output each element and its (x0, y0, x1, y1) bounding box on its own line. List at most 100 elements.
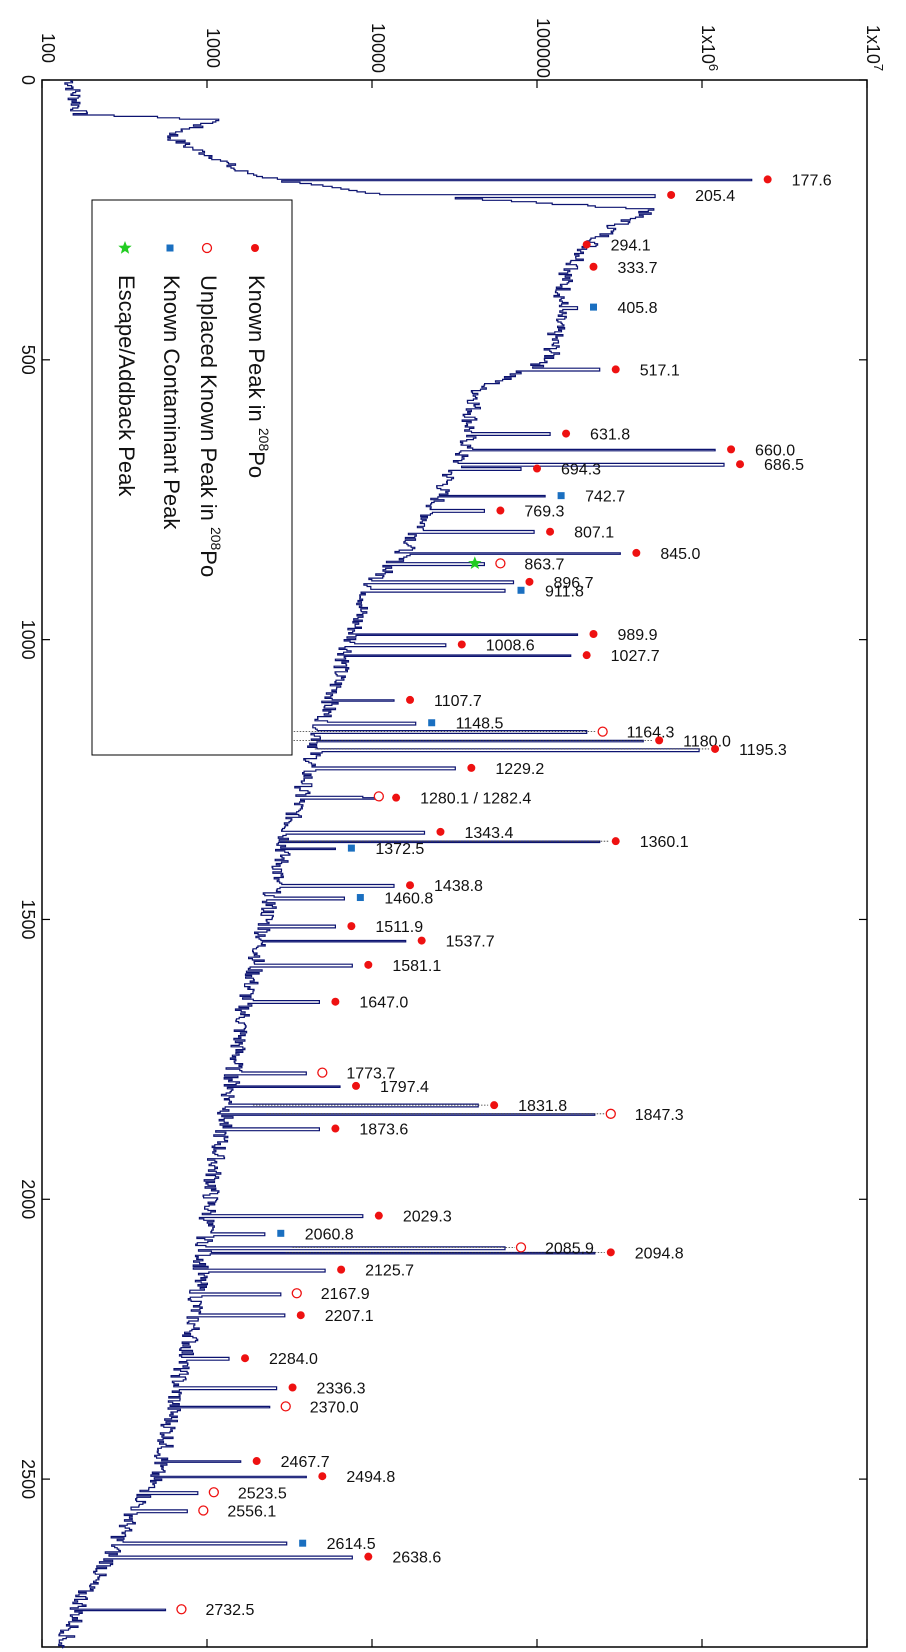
legend-marker-open-circle (201, 242, 213, 254)
peak-label: 2029.3 (403, 1209, 452, 1226)
peak-label: 205.4 (695, 188, 735, 205)
peak-marker-filled-circle (582, 240, 591, 249)
peak-marker-open-circle (291, 1288, 302, 1299)
peak-marker-filled-circle (392, 793, 401, 802)
peak-marker-filled-circle (533, 464, 541, 473)
peak-label: 989.9 (617, 627, 657, 644)
legend-box (91, 199, 293, 756)
legend-marker-star (118, 241, 132, 254)
peak-label: 1372.5 (375, 841, 424, 858)
peak-marker-filled-circle (589, 262, 598, 271)
peak-marker-filled-circle (331, 997, 340, 1006)
peak-marker-filled-circle (406, 695, 415, 704)
peak-marker-filled-circle (490, 1101, 499, 1110)
plot-frame (41, 79, 868, 1648)
peak-marker-square (347, 844, 355, 852)
peak-marker-filled-circle (711, 744, 720, 753)
peak-label: 2523.5 (238, 1485, 287, 1502)
peak-leader-lines (252, 731, 710, 1253)
peak-label: 1647.0 (359, 995, 408, 1012)
counts-tick-label: 100000 (533, 18, 553, 78)
peak-marker-open-circle (176, 1604, 187, 1615)
peak-label: 2167.9 (321, 1286, 370, 1303)
peak-marker-open-circle (198, 1505, 209, 1516)
peak-marker-filled-circle (727, 445, 736, 454)
peak-label: 896.7 (553, 575, 593, 592)
peak-marker-square (299, 1539, 307, 1547)
peak-label: 2467.7 (281, 1454, 330, 1471)
peak-label: 1229.2 (495, 761, 544, 778)
peak-label: 333.7 (617, 260, 657, 277)
peak-label: 2284.0 (269, 1351, 318, 1368)
counts-tick-label: 1000 (203, 28, 223, 68)
energy-tick-label: 2500 (18, 1459, 38, 1499)
peak-marker-open-circle (495, 558, 506, 569)
peak-label: 1831.8 (518, 1098, 567, 1115)
peak-marker-open-circle (280, 1401, 291, 1412)
energy-tick-label: 1500 (18, 899, 38, 939)
peak-marker-filled-circle (763, 175, 772, 184)
peak-label: 631.8 (590, 427, 630, 444)
counts-axis: 100 1000 10000 100000 1x106 1x107 (38, 18, 886, 1647)
peak-marker-filled-circle (736, 460, 745, 469)
peak-marker-square (356, 894, 364, 902)
peak-marker-square (277, 1229, 285, 1237)
peak-label: 769.3 (524, 504, 564, 521)
peak-label: 2614.5 (327, 1536, 376, 1553)
peak-marker-filled-circle (337, 1265, 346, 1274)
peak-label: 1797.4 (380, 1079, 429, 1096)
peak-marker-filled-circle (296, 1311, 305, 1320)
peak-marker-filled-circle (582, 651, 591, 660)
peak-marker-open-circle (317, 1067, 328, 1078)
peak-marker-filled-circle (352, 1081, 361, 1090)
peak-label: 1027.7 (611, 648, 660, 665)
energy-tick-label: 500 (18, 345, 38, 375)
peak-marker-square (557, 492, 565, 500)
counts-tick-label: 1x107 (863, 25, 886, 71)
legend-entry-text: Known Contaminant Peak (159, 275, 184, 530)
peak-label: 1773.7 (346, 1066, 395, 1083)
legend-entry-text: Known Peak in 208Po (244, 275, 272, 478)
peak-marker-open-circle (373, 791, 384, 802)
peak-label: 517.1 (640, 362, 680, 379)
peak-label: 1537.7 (446, 934, 495, 951)
peak-label: 1280.1 / 1282.4 (420, 791, 531, 808)
peak-marker-filled-circle (374, 1211, 383, 1220)
peak-marker-open-circle (208, 1487, 219, 1498)
peak-label: 2085.9 (545, 1240, 594, 1257)
peak-marker-filled-circle (525, 577, 534, 586)
peak-label: 911.8 (545, 583, 584, 600)
peak-marker-star (468, 556, 482, 569)
peak-marker-filled-circle (562, 429, 571, 438)
peak-marker-filled-circle (589, 629, 598, 638)
peak-label: 2638.6 (392, 1550, 441, 1567)
peak-marker-filled-circle (546, 527, 555, 536)
counts-tick-label: 10000 (368, 23, 388, 73)
peak-label: 2370.0 (310, 1399, 359, 1416)
peak-label: 2494.8 (346, 1469, 395, 1486)
energy-axis: 0 500 1000 1500 2000 2500 (18, 75, 867, 1499)
peak-marker-filled-circle (457, 640, 466, 649)
peak-label: 2336.3 (317, 1380, 366, 1397)
peak-label: 2732.5 (205, 1602, 254, 1619)
peak-marker-filled-circle (318, 1472, 327, 1481)
peak-marker-filled-circle (417, 936, 426, 945)
peak-marker-filled-circle (241, 1354, 250, 1363)
peak-marker-filled-circle (364, 1552, 373, 1561)
peak-label: 807.1 (574, 525, 614, 542)
peak-label: 742.7 (585, 489, 625, 506)
peak-markers: 177.6 205.4 294.1 333.7 405.8 517.1 631.8 660.0… (176, 172, 832, 1619)
peak-label: 177.6 (792, 172, 832, 189)
peak-label: 1581.1 (392, 958, 441, 975)
peak-label: 1107.7 (434, 693, 482, 710)
peak-label: 1180.0 (683, 733, 731, 750)
peak-label: 294.1 (611, 238, 651, 255)
peak-marker-filled-circle (611, 837, 620, 846)
peak-marker-filled-circle (406, 881, 415, 890)
peak-marker-filled-circle (364, 960, 373, 969)
peak-label: 2207.1 (325, 1308, 374, 1325)
legend: Known Peak in 208Po Unplaced Known Peak i… (91, 199, 293, 756)
peak-marker-square (589, 303, 597, 311)
peak-marker-filled-circle (467, 763, 476, 772)
